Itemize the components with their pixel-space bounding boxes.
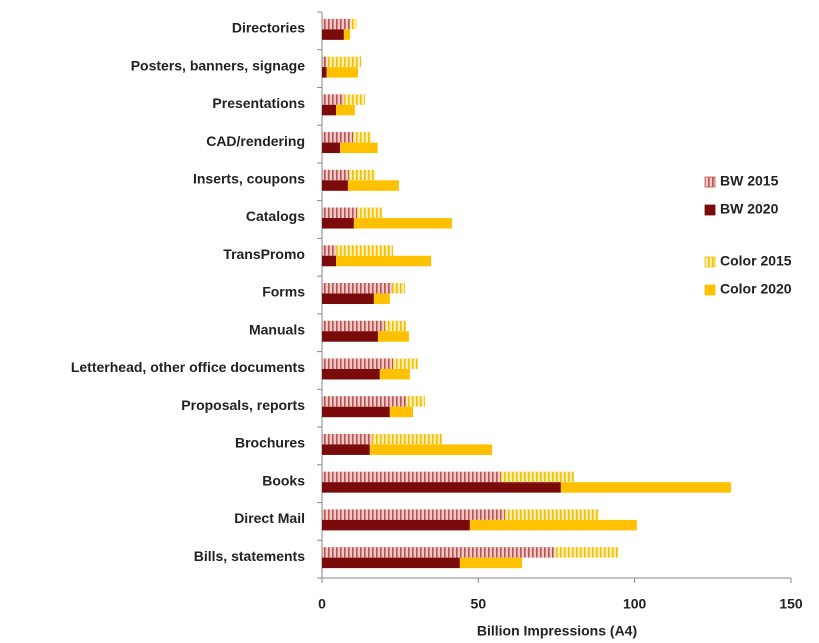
x-axis-title: Billion Impressions (A4) (477, 623, 637, 639)
y-tick-label: Presentations (212, 95, 305, 111)
bar-segment (353, 218, 453, 229)
x-tick-label: 100 (623, 596, 647, 612)
y-tick-label: Direct Mail (234, 510, 305, 526)
x-tick-label: 150 (779, 596, 803, 612)
y-tick-label: Brochures (235, 435, 305, 451)
bar-segment (384, 320, 407, 332)
bar-segment (322, 18, 351, 30)
bar-segment (459, 557, 523, 569)
bar-segment (343, 94, 365, 105)
y-tick-label: Inserts, coupons (193, 171, 305, 187)
bar-segment (322, 104, 337, 116)
y-tick-label: Bills, statements (194, 548, 305, 564)
bar-segment (392, 358, 418, 369)
bar-segment (322, 320, 385, 332)
bar-segment (322, 218, 354, 229)
bar-segment (322, 132, 354, 143)
legend-swatch (704, 176, 716, 188)
bar-segment (322, 358, 393, 369)
bar-segment (322, 547, 554, 558)
bar-segment (343, 29, 351, 40)
bar-segment (322, 331, 378, 342)
bar-segment (322, 142, 341, 154)
bar-segment (326, 67, 358, 78)
bar-segment (469, 519, 637, 531)
legend-swatch (704, 256, 716, 268)
legend-label: Color 2020 (720, 281, 792, 297)
bar-segment (322, 433, 373, 445)
x-tick-label: 50 (471, 596, 487, 612)
bar-segment (350, 18, 357, 30)
bar-segment (372, 433, 443, 445)
y-tick-label: Directories (232, 20, 305, 36)
legend-swatch (704, 284, 716, 296)
bar-segment (322, 557, 460, 569)
bar-segment (406, 396, 425, 407)
bar-segment (322, 471, 501, 483)
bar-segment (340, 142, 378, 154)
bar-segment (322, 29, 344, 40)
y-tick-label: Forms (262, 284, 305, 300)
x-tick-label: 0 (318, 596, 326, 612)
bar-segment (560, 482, 731, 493)
bar-segment (336, 255, 432, 267)
bar-segment (504, 509, 600, 520)
bar-segment (357, 207, 383, 219)
bar-segment (326, 56, 362, 68)
bar-segment (322, 368, 380, 380)
bar-segment (322, 94, 344, 105)
y-tick-label: Posters, banners, signage (131, 57, 305, 73)
bar-segment (389, 406, 413, 418)
bar-segment (392, 283, 405, 294)
bar-segment (348, 169, 376, 181)
y-tick-label: Catalogs (246, 208, 305, 224)
bar-segment (322, 56, 327, 68)
bar-segment (322, 180, 348, 191)
legend-swatch (704, 204, 716, 216)
y-tick-label: Books (262, 472, 305, 488)
bar-segment (336, 104, 355, 116)
legend-label: Color 2015 (720, 253, 792, 269)
bar-segment (322, 406, 390, 418)
bar-segment (379, 368, 410, 380)
bar-segment (322, 482, 561, 493)
bar-segment (322, 255, 337, 267)
bar-segment (347, 180, 399, 191)
y-tick-label: TransPromo (223, 246, 305, 262)
bar-segment (322, 444, 370, 455)
bar-segment (500, 471, 575, 483)
bar-segment (322, 207, 358, 219)
bar-segment (322, 245, 337, 256)
bar-segment (373, 293, 390, 304)
bar-segment (322, 509, 505, 520)
bar-segment (353, 132, 372, 143)
bar-segment (322, 283, 393, 294)
bar-segment (553, 547, 619, 558)
bar-segment (322, 169, 349, 181)
y-tick-label: CAD/rendering (206, 133, 305, 149)
bar-segment (377, 331, 409, 342)
legend-label: BW 2020 (720, 201, 779, 217)
bar-segment (322, 519, 470, 531)
bar-segment (336, 245, 393, 256)
bar-segment (322, 293, 374, 304)
legend-label: BW 2015 (720, 173, 779, 189)
bar-segment (322, 67, 327, 78)
y-tick-label: Proposals, reports (181, 397, 305, 413)
y-tick-label: Manuals (249, 321, 305, 337)
y-tick-label: Letterhead, other office documents (71, 359, 305, 375)
bar-segment (322, 396, 407, 407)
bar-segment (369, 444, 493, 455)
